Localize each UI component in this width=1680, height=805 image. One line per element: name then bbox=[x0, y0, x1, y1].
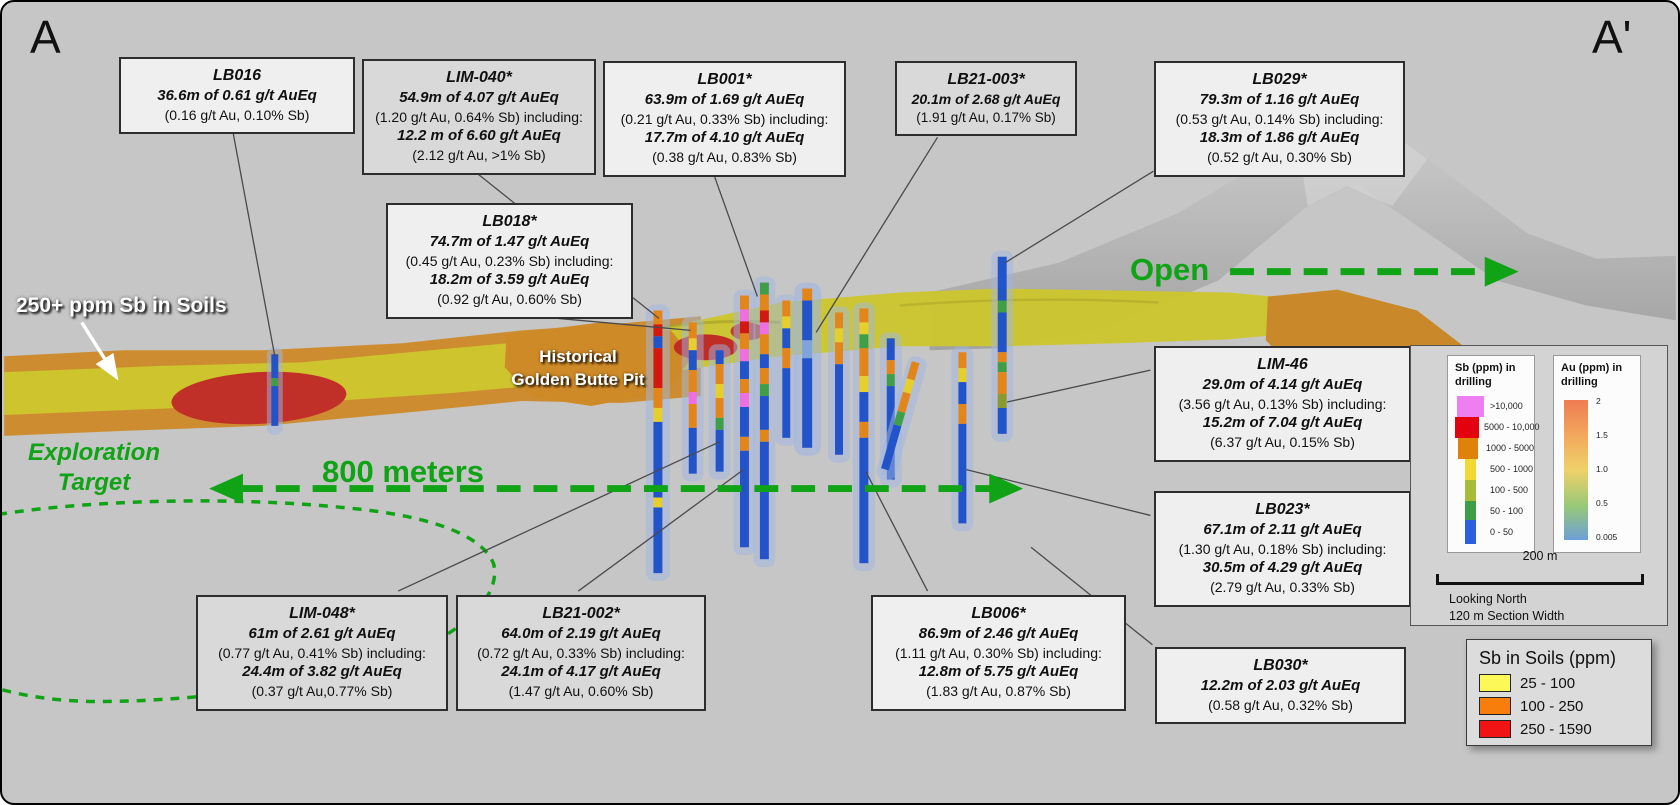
color-swatch bbox=[1464, 520, 1476, 544]
drillhole-id: LB21-002* bbox=[542, 605, 620, 622]
soils-red-anomaly bbox=[171, 371, 347, 425]
legend-class-row: 100 - 250 bbox=[1479, 697, 1651, 715]
color-swatch bbox=[1479, 697, 1511, 715]
color-swatch bbox=[1479, 674, 1511, 692]
color-swatch bbox=[1479, 720, 1511, 738]
legend-class-row: 0 - 50 bbox=[1455, 520, 1534, 544]
sb-drilling-legend: Sb (ppm) in drilling >10,000 5000 - 10,0… bbox=[1447, 355, 1540, 553]
exploration-target-label: Exploration Target bbox=[27, 439, 160, 496]
callout-lb006: LB006* 86.9m of 2.46 g/t AuEq (1.11 g/t … bbox=[871, 595, 1126, 711]
drill-hole bbox=[828, 306, 850, 463]
legend-class-row: 100 - 500 bbox=[1455, 479, 1534, 501]
au-drilling-legend: Au (ppm) in drilling 2 1.5 1.0 0.5 0.005 bbox=[1553, 355, 1641, 553]
callout-lim-040: LIM-040* 54.9m of 4.07 g/t AuEq (1.20 g/… bbox=[362, 59, 596, 175]
drillhole-id: LIM-048* bbox=[289, 605, 355, 622]
view-orientation: Looking North bbox=[1449, 592, 1527, 606]
scalebar-label: 200 m bbox=[1522, 549, 1558, 563]
open-arrow bbox=[1230, 256, 1519, 287]
legend-class-row: 25 - 100 bbox=[1479, 674, 1651, 692]
legend-title: Sb in Soils (ppm) bbox=[1479, 648, 1617, 668]
drillhole-id: LB029* bbox=[1252, 71, 1307, 88]
drillhole-id: LB023* bbox=[1255, 501, 1310, 518]
historical-pit-patch bbox=[504, 322, 693, 406]
drillhole-id: LB21-003* bbox=[947, 71, 1025, 88]
color-swatch bbox=[1456, 395, 1484, 417]
historical-pit-label: Historical Golden Butte Pit bbox=[511, 347, 645, 389]
color-swatch bbox=[1464, 479, 1476, 501]
legend-class-row: 250 - 1590 bbox=[1479, 720, 1651, 738]
color-swatch bbox=[1457, 437, 1478, 459]
callout-lb030: LB030* 12.2m of 2.03 g/t AuEq (0.58 g/t … bbox=[1155, 647, 1406, 725]
drillhole-id: LIM-040* bbox=[446, 69, 512, 86]
drill-hole bbox=[775, 294, 798, 446]
legend-title: Au (ppm) in drilling bbox=[1561, 362, 1623, 388]
distance-arrow-label: 800 meters bbox=[322, 454, 485, 489]
drill-hole bbox=[876, 356, 927, 481]
legend-class-row: 50 - 100 bbox=[1455, 500, 1534, 522]
leader-lines bbox=[232, 132, 1154, 646]
drillhole-id: LIM-46 bbox=[1257, 356, 1308, 373]
drill-hole bbox=[852, 302, 875, 572]
drillhole-id: LB006* bbox=[971, 605, 1026, 622]
drill-hole bbox=[794, 282, 822, 456]
legend-class-row: >10,000 bbox=[1455, 395, 1534, 417]
au-gradient-bar bbox=[1564, 400, 1588, 540]
drill-holes bbox=[266, 250, 1014, 582]
exploration-target-outline bbox=[2, 499, 497, 704]
drillhole-id: LB030* bbox=[1253, 657, 1308, 674]
legend-class-row: 1000 - 5000 bbox=[1455, 437, 1534, 459]
open-label: Open bbox=[1130, 252, 1210, 287]
legend-class-row: 5000 - 10,000 bbox=[1455, 416, 1540, 438]
drill-hole bbox=[708, 344, 731, 480]
drill-hole bbox=[645, 304, 670, 582]
callout-lb018: LB018* 74.7m of 1.47 g/t AuEq (0.45 g/t … bbox=[386, 203, 633, 319]
drill-hole bbox=[951, 346, 974, 532]
drill-hole bbox=[266, 347, 283, 435]
callout-lim-46: LIM-46 29.0m of 4.14 g/t AuEq (3.56 g/t … bbox=[1154, 346, 1411, 462]
drillhole-id: LB016 bbox=[212, 67, 262, 84]
distance-arrow bbox=[209, 473, 1024, 504]
callout-lb001: LB001* 63.9m of 1.69 g/t AuEq (0.21 g/t … bbox=[603, 61, 846, 177]
callout-lb21-002: LB21-002* 64.0m of 2.19 g/t AuEq (0.72 g… bbox=[456, 595, 706, 711]
callout-lb029: LB029* 79.3m of 1.16 g/t AuEq (0.53 g/t … bbox=[1154, 61, 1405, 177]
sb-soils-legend: Sb in Soils (ppm) 25 - 100 100 - 250 250… bbox=[1466, 639, 1652, 746]
section-label-a: A bbox=[30, 11, 61, 63]
drillhole-id: LB001* bbox=[697, 71, 752, 88]
soils-pointer-arrow bbox=[80, 321, 119, 381]
drill-hole bbox=[733, 289, 756, 556]
color-swatch bbox=[1455, 416, 1479, 438]
scale-bar bbox=[1436, 574, 1644, 585]
callout-lim-048: LIM-048* 61m of 2.61 g/t AuEq (0.77 g/t … bbox=[196, 595, 448, 711]
drilling-legend-panel: Sb (ppm) in drilling >10,000 5000 - 10,0… bbox=[1410, 345, 1668, 626]
drill-hole bbox=[991, 250, 1014, 442]
color-swatch bbox=[1464, 500, 1476, 522]
section-label-a-prime: A' bbox=[1592, 11, 1632, 63]
soils-anomaly-label: 250+ ppm Sb in Soils bbox=[16, 294, 227, 317]
callout-lb21-003: LB21-003* 20.1m of 2.68 g/t AuEq (1.91 g… bbox=[895, 61, 1077, 137]
section-width-note: 120 m Section Width bbox=[1449, 609, 1565, 623]
callout-lb023: LB023* 67.1m of 2.11 g/t AuEq (1.30 g/t … bbox=[1154, 491, 1411, 607]
legend-title: Sb (ppm) in drilling bbox=[1455, 362, 1516, 388]
drillhole-id: LB018* bbox=[482, 213, 537, 230]
color-swatch bbox=[1464, 458, 1476, 480]
callout-lb016: LB016 36.6m of 0.61 g/t AuEq (0.16 g/t A… bbox=[119, 57, 355, 135]
drill-hole bbox=[753, 276, 776, 568]
legend-class-row: 500 - 1000 bbox=[1455, 458, 1534, 480]
drill-hole bbox=[681, 316, 704, 482]
